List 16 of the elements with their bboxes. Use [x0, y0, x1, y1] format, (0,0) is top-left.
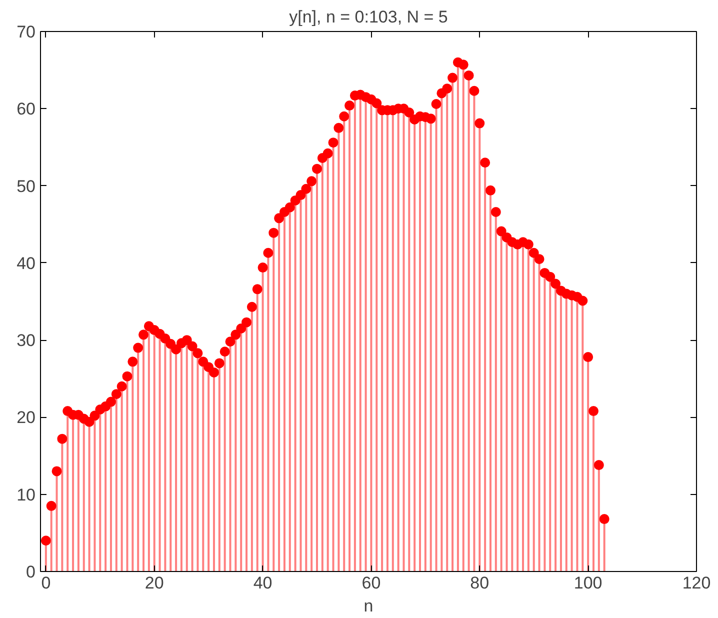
x-tick-label: 120: [682, 574, 711, 592]
y-tick-label: 10: [16, 485, 36, 504]
y-tick-label: 60: [16, 100, 36, 119]
y-tick-label: 70: [16, 22, 36, 42]
x-tick-label: 60: [362, 574, 381, 592]
x-tick-label: 80: [470, 574, 490, 592]
y-tick-label: 50: [16, 176, 36, 196]
x-tick-label: 100: [574, 574, 602, 592]
chart-title: y[n], n = 0:103, N = 5: [289, 8, 448, 26]
x-tick-label: 40: [253, 574, 272, 592]
x-tick-label: 20: [144, 574, 164, 592]
x-axis-title: n: [364, 596, 374, 616]
y-tick-label: 40: [16, 254, 36, 273]
x-tick-label: 0: [41, 574, 51, 592]
y-tick-label: 20: [16, 408, 36, 428]
y-tick-label: 30: [16, 331, 36, 350]
